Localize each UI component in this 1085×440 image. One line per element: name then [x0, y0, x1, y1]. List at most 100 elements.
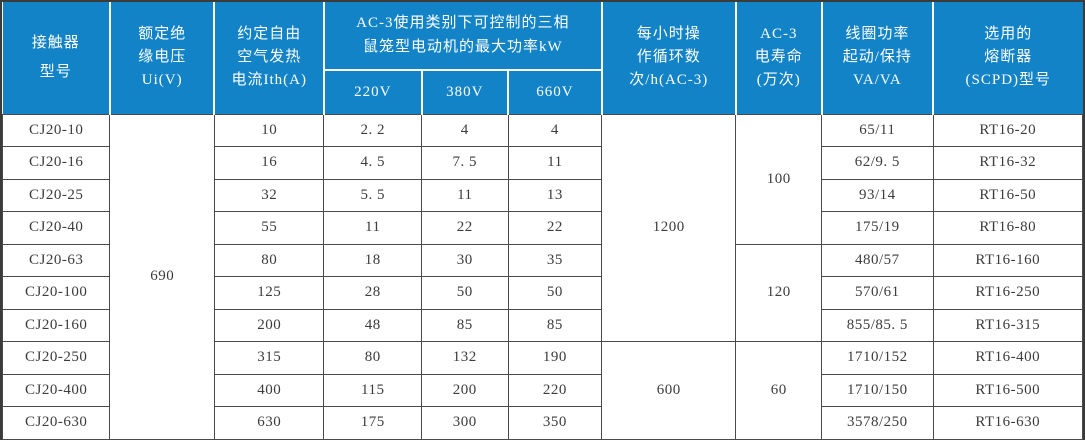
cell-p660: 190 — [507, 341, 603, 375]
header-line: 型号 — [39, 63, 72, 80]
cell-cycles-merged: 1200 — [601, 113, 737, 342]
header-line: (SCPD)型号 — [965, 72, 1052, 89]
header-line: 次/h(AC-3) — [629, 72, 709, 89]
table-row: CJ20-400 400 115 200 220 1710/150 RT16-5… — [1, 373, 1084, 407]
cell-p220: 11 — [323, 211, 422, 245]
header-line: 熔断器 — [984, 49, 1033, 66]
header-line: 电流Ith(A) — [231, 72, 307, 89]
table-row: CJ20-250 315 80 132 190 600 60 1710/152 … — [1, 341, 1084, 440]
cell-p220: 115 — [323, 373, 422, 407]
header-fuse-col: 选用的 熔断器 (SCPD)型号 — [932, 2, 1083, 114]
cell-ith: 55 — [213, 211, 325, 245]
cell-ith: 400 — [213, 373, 325, 407]
cell-p220: 80 — [323, 341, 422, 375]
cell-model: CJ20-100 — [1, 276, 111, 310]
cell-coil: 1710/150 — [821, 373, 934, 407]
cell-p220: 2. 2 — [323, 113, 422, 147]
cell-p220: 48 — [323, 308, 422, 342]
header-sub-380v: 380V — [420, 69, 510, 114]
cell-p660: 22 — [507, 211, 603, 245]
table-row: CJ20-630 630 175 300 350 3578/250 RT16-6… — [1, 406, 1084, 440]
header-line: (万次) — [756, 72, 801, 89]
header-line: 约定自由 — [237, 25, 302, 42]
cell-p380: 200 — [421, 373, 509, 407]
cell-model: CJ20-63 — [1, 243, 111, 277]
cell-p380: 4 — [421, 113, 509, 147]
cell-coil: 62/9. 5 — [821, 146, 934, 180]
table-row: CJ20-40 55 11 22 22 175/19 RT16-80 — [1, 211, 1084, 245]
cell-model: CJ20-160 — [1, 308, 111, 342]
cell-life-merged: 100 — [735, 113, 823, 245]
table-row: CJ20-25 32 5. 5 11 13 93/14 RT16-50 — [1, 178, 1084, 212]
cell-fuse: RT16-20 — [932, 113, 1084, 147]
cell-coil: 855/85. 5 — [821, 308, 934, 342]
cell-p660: 13 — [507, 178, 603, 212]
header-line: 缘电压 — [138, 49, 187, 66]
header-coil-col: 线圈功率 起动/保持 VA/VA — [820, 2, 935, 114]
cell-p380: 30 — [421, 243, 509, 277]
header-ith-col: 约定自由 空气发热 电流Ith(A) — [213, 2, 325, 114]
cell-fuse: RT16-400 — [932, 341, 1084, 375]
cell-coil: 65/11 — [821, 113, 934, 147]
cell-p660: 85 — [507, 308, 603, 342]
cell-coil: 1710/152 — [821, 341, 934, 375]
cell-coil: 480/57 — [821, 243, 934, 277]
header-line: 作循环数 — [636, 49, 701, 66]
cell-ith: 630 — [213, 406, 325, 440]
cell-model: CJ20-630 — [1, 406, 111, 440]
cell-ith: 16 — [213, 146, 325, 180]
cell-ith: 32 — [213, 178, 325, 212]
header-line: Ui(V) — [141, 72, 183, 89]
cell-p380: 85 — [421, 308, 509, 342]
cell-p660: 50 — [507, 276, 603, 310]
cell-p380: 11 — [421, 178, 509, 212]
cell-life-merged: 60 — [735, 341, 823, 440]
cell-life-merged: 120 — [735, 243, 823, 342]
cell-fuse: RT16-50 — [932, 178, 1084, 212]
cell-fuse: RT16-250 — [932, 276, 1084, 310]
table-header: 接触器 型号 额定绝 缘电压 Ui(V) 约定自由 空气发热 电流Ith(A) … — [2, 2, 1083, 114]
cell-fuse: RT16-160 — [932, 243, 1084, 277]
table-row: CJ20-63 80 18 30 35 120 480/57 RT16-160 — [1, 243, 1084, 342]
header-line: AC-3使用类别下可控制的三相 — [356, 15, 570, 32]
cell-model: CJ20-250 — [1, 341, 111, 375]
header-line: VA/VA — [853, 72, 902, 89]
header-line: 额定绝 — [138, 25, 187, 42]
cell-p220: 175 — [323, 406, 422, 440]
cell-fuse: RT16-80 — [932, 211, 1084, 245]
header-sub-660v: 660V — [507, 69, 603, 114]
cell-p660: 4 — [507, 113, 603, 147]
cell-ith: 315 — [213, 341, 325, 375]
cell-p660: 35 — [507, 243, 603, 277]
cell-fuse: RT16-32 — [932, 146, 1084, 180]
cell-p220: 4. 5 — [323, 146, 422, 180]
cell-coil: 570/61 — [821, 276, 934, 310]
table-row: CJ20-100 125 28 50 50 570/61 RT16-250 — [1, 276, 1084, 310]
cell-p380: 50 — [421, 276, 509, 310]
header-line: 空气发热 — [237, 49, 302, 66]
cell-p220: 28 — [323, 276, 422, 310]
header-line: 起动/保持 — [842, 49, 912, 66]
table-body: CJ20-10 690 10 2. 2 4 4 1200 100 65/11 R… — [1, 113, 1084, 440]
header-life-col: AC-3 电寿命 (万次) — [734, 2, 823, 114]
cell-ith: 80 — [213, 243, 325, 277]
cell-ith: 200 — [213, 308, 325, 342]
header-sub-220v: 220V — [322, 69, 423, 114]
header-model-col: 接触器 型号 — [2, 2, 111, 114]
cell-cycles-merged: 600 — [601, 341, 737, 440]
cell-fuse: RT16-630 — [932, 406, 1084, 440]
cell-p660: 220 — [507, 373, 603, 407]
header-line: 每小时操 — [636, 25, 701, 42]
cell-p660: 11 — [507, 146, 603, 180]
cell-p220: 18 — [323, 243, 422, 277]
cell-model: CJ20-16 — [1, 146, 111, 180]
cell-model: CJ20-25 — [1, 178, 111, 212]
cell-coil: 93/14 — [821, 178, 934, 212]
cell-p220: 5. 5 — [323, 178, 422, 212]
header-line: 线圈功率 — [845, 25, 910, 42]
header-line: AC-3 — [760, 25, 798, 42]
cell-fuse: RT16-315 — [932, 308, 1084, 342]
table-row: CJ20-16 16 4. 5 7. 5 11 62/9. 5 RT16-32 — [1, 146, 1084, 180]
